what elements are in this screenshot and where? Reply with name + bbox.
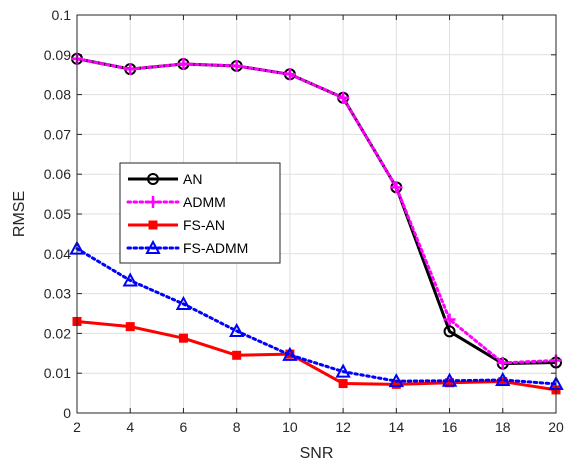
x-tick-label: 2: [73, 419, 81, 435]
legend-marker-admm: [147, 196, 159, 208]
data-point-fs-admm: [335, 363, 351, 378]
series-fs-admm: [69, 240, 564, 390]
y-tick-label: 0.04: [44, 246, 71, 262]
x-tick-label: 20: [548, 419, 564, 435]
y-tick-label: 0.05: [44, 206, 71, 222]
x-tick-label: 6: [180, 419, 188, 435]
x-tick-label: 12: [335, 419, 351, 435]
y-tick-label: 0.03: [44, 286, 71, 302]
legend-item-fs-an: FS-AN: [128, 217, 225, 233]
legend: AN ADMM FS-AN FS-ADMM: [119, 162, 281, 264]
data-point-an: [443, 325, 456, 338]
data-point-fs-an: [338, 379, 348, 389]
x-axis-title: SNR: [300, 445, 334, 462]
legend-label-admm: ADMM: [183, 194, 226, 210]
series-line-fs-admm: [75, 247, 558, 386]
data-point-fs-admm: [282, 346, 298, 361]
y-tick-label: 0.02: [44, 325, 71, 341]
data-point-fs-an: [232, 350, 242, 360]
data-point-admm: [390, 181, 403, 194]
x-tick-label: 4: [126, 419, 134, 435]
data-point-fs-admm: [175, 295, 192, 310]
x-tick-label: 18: [495, 419, 511, 435]
series-line-admm: [75, 57, 558, 365]
legend-label-fs-an: FS-AN: [183, 217, 225, 233]
data-point-admm: [177, 57, 190, 70]
x-tick-label: 16: [442, 419, 458, 435]
y-tick-label: 0.09: [44, 47, 71, 63]
data-point-fs-admm: [388, 373, 405, 388]
data-point-admm: [230, 59, 243, 72]
series-layer: [69, 52, 564, 395]
data-point-admm: [496, 356, 509, 369]
legend-marker-fs-admm: [145, 239, 161, 254]
legend-item-fs-admm: FS-ADMM: [126, 239, 248, 256]
data-point-fs-an: [178, 333, 188, 343]
x-tick-label: 14: [389, 419, 405, 435]
legend-label-fs-admm: FS-ADMM: [183, 240, 248, 256]
legend-item-an: AN: [128, 171, 202, 187]
x-tick-label: 8: [233, 419, 241, 435]
data-point-fs-admm: [228, 322, 245, 338]
data-point-fs-admm: [122, 272, 138, 287]
data-point-fs-admm: [441, 372, 458, 387]
y-tick-label: 0: [63, 405, 71, 421]
data-point-fs-admm: [495, 371, 511, 386]
data-point-fs-an: [125, 322, 135, 332]
legend-marker-an: [147, 173, 159, 185]
legend-marker-fs-an: [148, 220, 158, 230]
y-axis-ticks: 0 0.01 0.02 0.03 0.04 0.05 0.06 0.07 0.08 0.09 0.1: [44, 7, 556, 421]
y-tick-label: 0.01: [44, 365, 71, 381]
data-point-admm: [337, 91, 350, 104]
legend-item-admm: ADMM: [126, 194, 226, 210]
y-tick-label: 0.08: [44, 87, 71, 103]
y-tick-label: 0.1: [52, 7, 72, 23]
plot-frame: [76, 14, 557, 414]
data-point-admm: [283, 68, 296, 81]
y-tick-label: 0.07: [44, 126, 71, 142]
series-line-fs-an: [76, 319, 557, 392]
legend-label-an: AN: [183, 171, 202, 187]
x-tick-label: 10: [282, 419, 298, 435]
y-tick-label: 0.06: [44, 166, 71, 182]
y-axis-title: RMSE: [11, 191, 28, 237]
data-point-admm: [124, 63, 137, 76]
series-admm: [71, 52, 562, 369]
data-point-admm: [443, 313, 456, 326]
